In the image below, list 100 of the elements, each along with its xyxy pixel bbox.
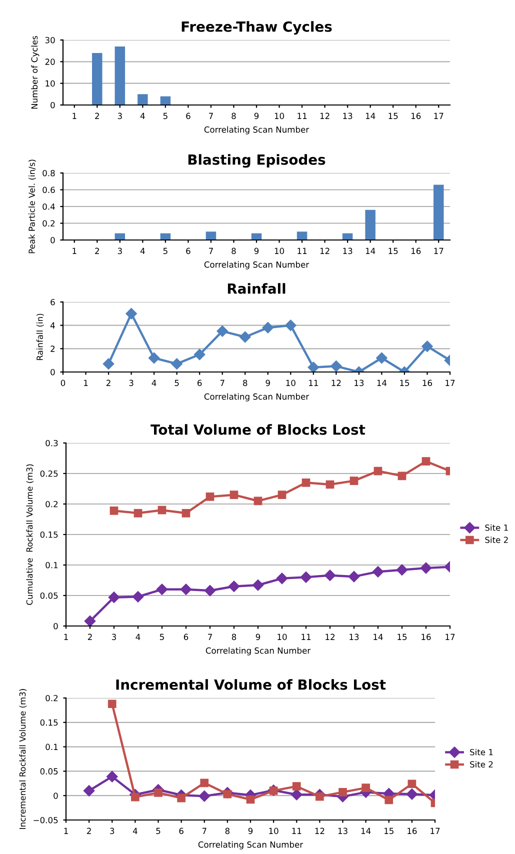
x-tick-label: 7 [209, 248, 213, 254]
point [156, 584, 168, 596]
x-tick-label: 4 [152, 380, 156, 386]
bar [433, 184, 444, 240]
x-tick-label: 2 [95, 248, 99, 254]
x-tick-label: 7 [220, 380, 224, 386]
point [230, 490, 238, 500]
x-tick-label: 4 [140, 248, 145, 254]
point [110, 506, 118, 515]
y-tick-label: 0.2 [46, 500, 58, 508]
x-tick-label: 11 [298, 112, 307, 119]
x-tick-label: 9 [266, 380, 270, 386]
y-tick-label: 0.8 [42, 170, 55, 176]
x-tick-label: 5 [156, 828, 160, 834]
x-tick-label: 16 [411, 248, 421, 254]
y-tick-label: 0.1 [46, 562, 58, 568]
x-tick-label: 3 [110, 828, 114, 834]
x-axis-title: Correlating Scan Number [204, 126, 310, 134]
point [292, 782, 301, 790]
bar [206, 232, 216, 240]
x-tick-label: 15 [388, 248, 398, 254]
x-tick-label: 5 [163, 248, 168, 254]
x-tick-label: 13 [350, 634, 359, 640]
x-tick-label: 12 [320, 112, 330, 119]
x-tick-label: 7 [209, 112, 213, 119]
y-axis-title: Incremental Rockfall Volume (m3) [19, 689, 27, 829]
x-tick-label: 12 [320, 248, 330, 254]
point [348, 570, 360, 582]
legend-label: Site 1 [470, 748, 493, 756]
x-tick-label: 8 [232, 248, 236, 254]
x-axis-title: Correlating Scan Number [204, 393, 310, 402]
point [396, 564, 408, 576]
y-tick-label: −0.05 [34, 816, 58, 824]
legend-label: Site 2 [470, 761, 493, 768]
y-tick-label: 0 [54, 622, 58, 630]
y-tick-label: 0.4 [42, 203, 55, 210]
x-tick-label: 2 [95, 112, 99, 119]
point [362, 784, 370, 792]
x-tick-label: 13 [338, 828, 348, 834]
x-tick-label: 5 [163, 112, 168, 120]
point [308, 362, 320, 372]
x-tick-label: 10 [274, 112, 284, 120]
point [84, 616, 96, 626]
y-tick-label: 0.2 [42, 220, 55, 227]
y-tick-label: 0 [50, 368, 55, 376]
x-tick-label: 6 [198, 380, 202, 386]
point [83, 785, 95, 796]
point [316, 792, 324, 801]
x-tick-label: 3 [118, 248, 122, 254]
x-tick-label: 16 [422, 380, 432, 386]
legend-label: Site 1 [485, 524, 508, 531]
x-tick-label: 16 [411, 112, 421, 120]
bar [114, 46, 126, 105]
y-axis-title: Rainfall (in) [36, 314, 44, 360]
x-axis-title: Correlating Scan Number [204, 261, 310, 270]
x-tick-label: 13 [343, 248, 352, 254]
chart-title: Incremental Volume of Blocks Lost [116, 679, 386, 690]
x-tick-label: 6 [179, 828, 184, 834]
x-tick-label: 17 [430, 828, 440, 834]
x-tick-label: 3 [112, 634, 116, 640]
point [262, 322, 274, 334]
point [158, 506, 166, 514]
x-tick-label: 16 [408, 828, 417, 834]
point [408, 780, 416, 788]
point [180, 584, 192, 596]
x-tick-label: 10 [286, 380, 296, 386]
chart-title: Freeze-Thaw Cycles [182, 21, 332, 35]
y-tick-label: 4 [50, 322, 55, 328]
y-axis-title: Peak Particle Vel. (in/s) [28, 160, 36, 254]
x-tick-label: 12 [315, 828, 324, 834]
x-tick-label: 6 [186, 248, 190, 254]
point [384, 796, 394, 804]
x-tick-label: 9 [248, 828, 253, 834]
x-tick-label: 17 [434, 112, 444, 119]
point [326, 480, 334, 489]
x-tick-label: 12 [326, 634, 334, 640]
point [252, 580, 264, 591]
x-tick-label: 11 [309, 380, 318, 386]
chart-title: Rainfall [228, 283, 286, 294]
x-tick-label: 11 [292, 828, 302, 834]
point [246, 795, 255, 804]
y-tick-label: 0.1 [46, 744, 58, 750]
x-tick-label: 10 [274, 248, 284, 254]
x-tick-label: 2 [88, 634, 92, 640]
point [254, 496, 262, 506]
bar [365, 210, 376, 240]
legend-label: Site 2 [485, 536, 508, 544]
x-tick-label: 0 [60, 380, 66, 386]
point [126, 308, 137, 320]
x-tick-label: 17 [446, 380, 455, 386]
point [216, 326, 228, 337]
point [285, 320, 296, 331]
point [422, 457, 430, 466]
point [422, 340, 433, 352]
point [406, 788, 418, 800]
y-tick-label: 0.15 [40, 719, 58, 726]
x-tick-label: 10 [269, 828, 278, 834]
point [420, 562, 432, 574]
x-tick-label: 13 [343, 112, 352, 120]
point [177, 794, 186, 802]
